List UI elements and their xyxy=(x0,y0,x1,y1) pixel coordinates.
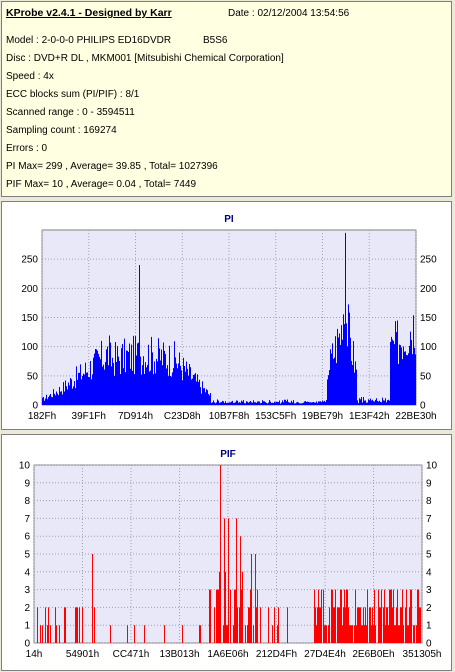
x-tick-label: 39F1Fh xyxy=(72,411,106,422)
x-tick-label: 19BE79h xyxy=(302,411,343,422)
pif-summary: PIF Max= 10 , Average= 0.04 , Total= 744… xyxy=(6,179,197,190)
y-tick-label-left: 200 xyxy=(21,284,38,295)
y-tick-label-left: 2 xyxy=(24,603,30,614)
y-tick-label-right: 3 xyxy=(426,585,432,596)
x-tick-label: 7D914h xyxy=(118,411,153,422)
y-tick-label-left: 0 xyxy=(32,401,38,412)
sampling-count: Sampling count : 169274 xyxy=(6,125,117,136)
x-tick-label: 13B013h xyxy=(159,649,199,660)
pi-summary: PI Max= 299 , Average= 39.85 , Total= 10… xyxy=(6,161,218,172)
y-tick-label-left: 100 xyxy=(21,342,38,353)
y-tick-label-right: 10 xyxy=(426,461,438,472)
y-tick-label-right: 9 xyxy=(426,478,432,489)
pif-chart: PIF 0 0 1 1 2 2 3 3 4 4 5 5 6 6 7 7 8 8 9 9 10 10 14h 54901h CC47… xyxy=(19,449,442,660)
y-tick-label-left: 6 xyxy=(24,532,30,543)
x-tick-label: 10B7F8h xyxy=(209,411,250,422)
y-tick-label-left: 3 xyxy=(24,585,30,596)
x-tick-label: CC471h xyxy=(113,649,150,660)
x-tick-label: 2E6B0Eh xyxy=(352,649,394,660)
y-tick-label-left: 5 xyxy=(24,550,30,561)
drive-firmware: B5S6 xyxy=(203,35,228,46)
pi-series xyxy=(42,232,416,405)
y-tick-label-right: 6 xyxy=(426,532,432,543)
x-tick-label: 182Fh xyxy=(28,411,56,422)
y-tick-label-left: 10 xyxy=(19,461,31,472)
y-tick-label-right: 200 xyxy=(420,284,437,295)
y-tick-label-left: 1 xyxy=(24,621,30,632)
y-tick-label-left: 9 xyxy=(24,478,30,489)
y-tick-label-right: 7 xyxy=(426,514,432,525)
x-tick-label: 1E3F42h xyxy=(349,411,390,422)
scan-date: Date : 02/12/2004 13:54:56 xyxy=(228,8,350,19)
x-tick-label: 22BE30h xyxy=(395,411,436,422)
x-tick-label: 1A6E06h xyxy=(207,649,248,660)
pif-chart-panel: PIF 0 0 1 1 2 2 3 3 4 4 5 5 6 6 7 7 8 8 9 9 10 10 14h 54901h CC47… xyxy=(1,434,452,671)
y-tick-label-left: 8 xyxy=(24,496,30,507)
y-tick-label-left: 250 xyxy=(21,255,38,266)
y-tick-label-right: 1 xyxy=(426,621,432,632)
y-tick-label-left: 4 xyxy=(24,567,30,578)
y-tick-label-right: 4 xyxy=(426,567,432,578)
y-tick-label-right: 0 xyxy=(426,639,432,650)
pif-series xyxy=(37,465,421,643)
info-panel: KProbe v2.4.1 - Designed by Karr Date : … xyxy=(1,1,452,197)
pi-chart: PI 0 0 50 50 100 100 150 150 200 200 250 250 182Fh 39F… xyxy=(21,214,437,422)
x-tick-label: 351305h xyxy=(403,649,442,660)
y-tick-label-right: 5 xyxy=(426,550,432,561)
pi-chart-panel: PI 0 0 50 50 100 100 150 150 200 200 250 250 182Fh 39F… xyxy=(1,201,452,430)
disc-info: Disc : DVD+R DL , MKM001 [Mitsubishi Che… xyxy=(6,53,284,64)
y-tick-label-left: 0 xyxy=(24,639,30,650)
y-tick-label-right: 50 xyxy=(420,371,432,382)
y-tick-label-right: 0 xyxy=(420,401,426,412)
chart-title: PI xyxy=(224,214,234,225)
y-tick-label-left: 150 xyxy=(21,313,38,324)
x-tick-label: 212D4Fh xyxy=(256,649,297,660)
drive-model: Model : 2-0-0-0 PHILIPS ED16DVDR xyxy=(6,35,172,46)
y-tick-label-right: 150 xyxy=(420,313,437,324)
y-tick-label-left: 50 xyxy=(27,371,39,382)
x-tick-label: 153C5Fh xyxy=(255,411,296,422)
y-tick-label-right: 8 xyxy=(426,496,432,507)
x-tick-label: 54901h xyxy=(66,649,99,660)
y-tick-label-right: 2 xyxy=(426,603,432,614)
chart-title: PIF xyxy=(220,449,236,460)
ecc-info: ECC blocks sum (PI/PIF) : 8/1 xyxy=(6,89,140,100)
x-tick-label: C23D8h xyxy=(164,411,201,422)
y-tick-label-left: 7 xyxy=(24,514,30,525)
x-tick-label: 14h xyxy=(26,649,43,660)
y-tick-label-right: 250 xyxy=(420,255,437,266)
errors-count: Errors : 0 xyxy=(6,143,48,154)
speed-info: Speed : 4x xyxy=(6,71,54,82)
scanned-range: Scanned range : 0 - 3594511 xyxy=(6,107,135,118)
app-title: KProbe v2.4.1 - Designed by Karr xyxy=(6,7,172,19)
y-tick-label-right: 100 xyxy=(420,342,437,353)
x-tick-label: 27D4E4h xyxy=(304,649,346,660)
